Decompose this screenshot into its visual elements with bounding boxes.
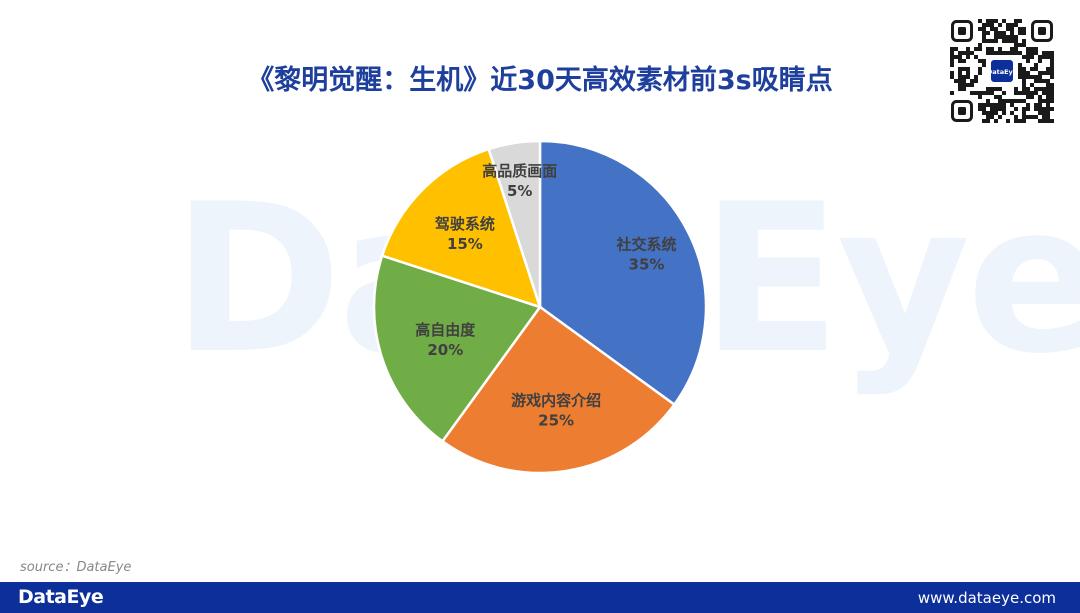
slice-pct-2: 20% — [427, 341, 463, 359]
pie-slice-0 — [538, 139, 708, 407]
slice-pct-3: 15% — [447, 235, 483, 253]
slice-label-0: 社交系统 — [615, 236, 676, 254]
qr-logo-text: DataEye — [987, 68, 1018, 76]
chart-title: 《黎明觉醒：生机》近30天高效素材前3s吸睛点 — [247, 65, 833, 96]
slice-label-4: 高品质画面 — [482, 162, 557, 180]
slice-pct-0: 35% — [629, 256, 665, 274]
pie-slice-1 — [440, 305, 677, 475]
pie-slice-4 — [487, 139, 542, 308]
source-note: source：DataEye — [20, 560, 132, 575]
qr-code: DataEye — [950, 19, 1054, 123]
slice-pct-1: 25% — [538, 412, 574, 430]
slice-label-3: 驾驶系统 — [435, 215, 495, 233]
footer-logo: DataEye — [18, 586, 104, 608]
pie-slice-2 — [372, 254, 543, 444]
slice-pct-4: 5% — [507, 182, 532, 200]
slice-label-2: 高自由度 — [415, 321, 476, 339]
footer-url[interactable]: www.dataeye.com — [917, 589, 1056, 607]
slice-label-1: 游戏内容介绍 — [511, 392, 601, 410]
footer-bar: DataEye www.dataeye.com — [0, 582, 1080, 613]
